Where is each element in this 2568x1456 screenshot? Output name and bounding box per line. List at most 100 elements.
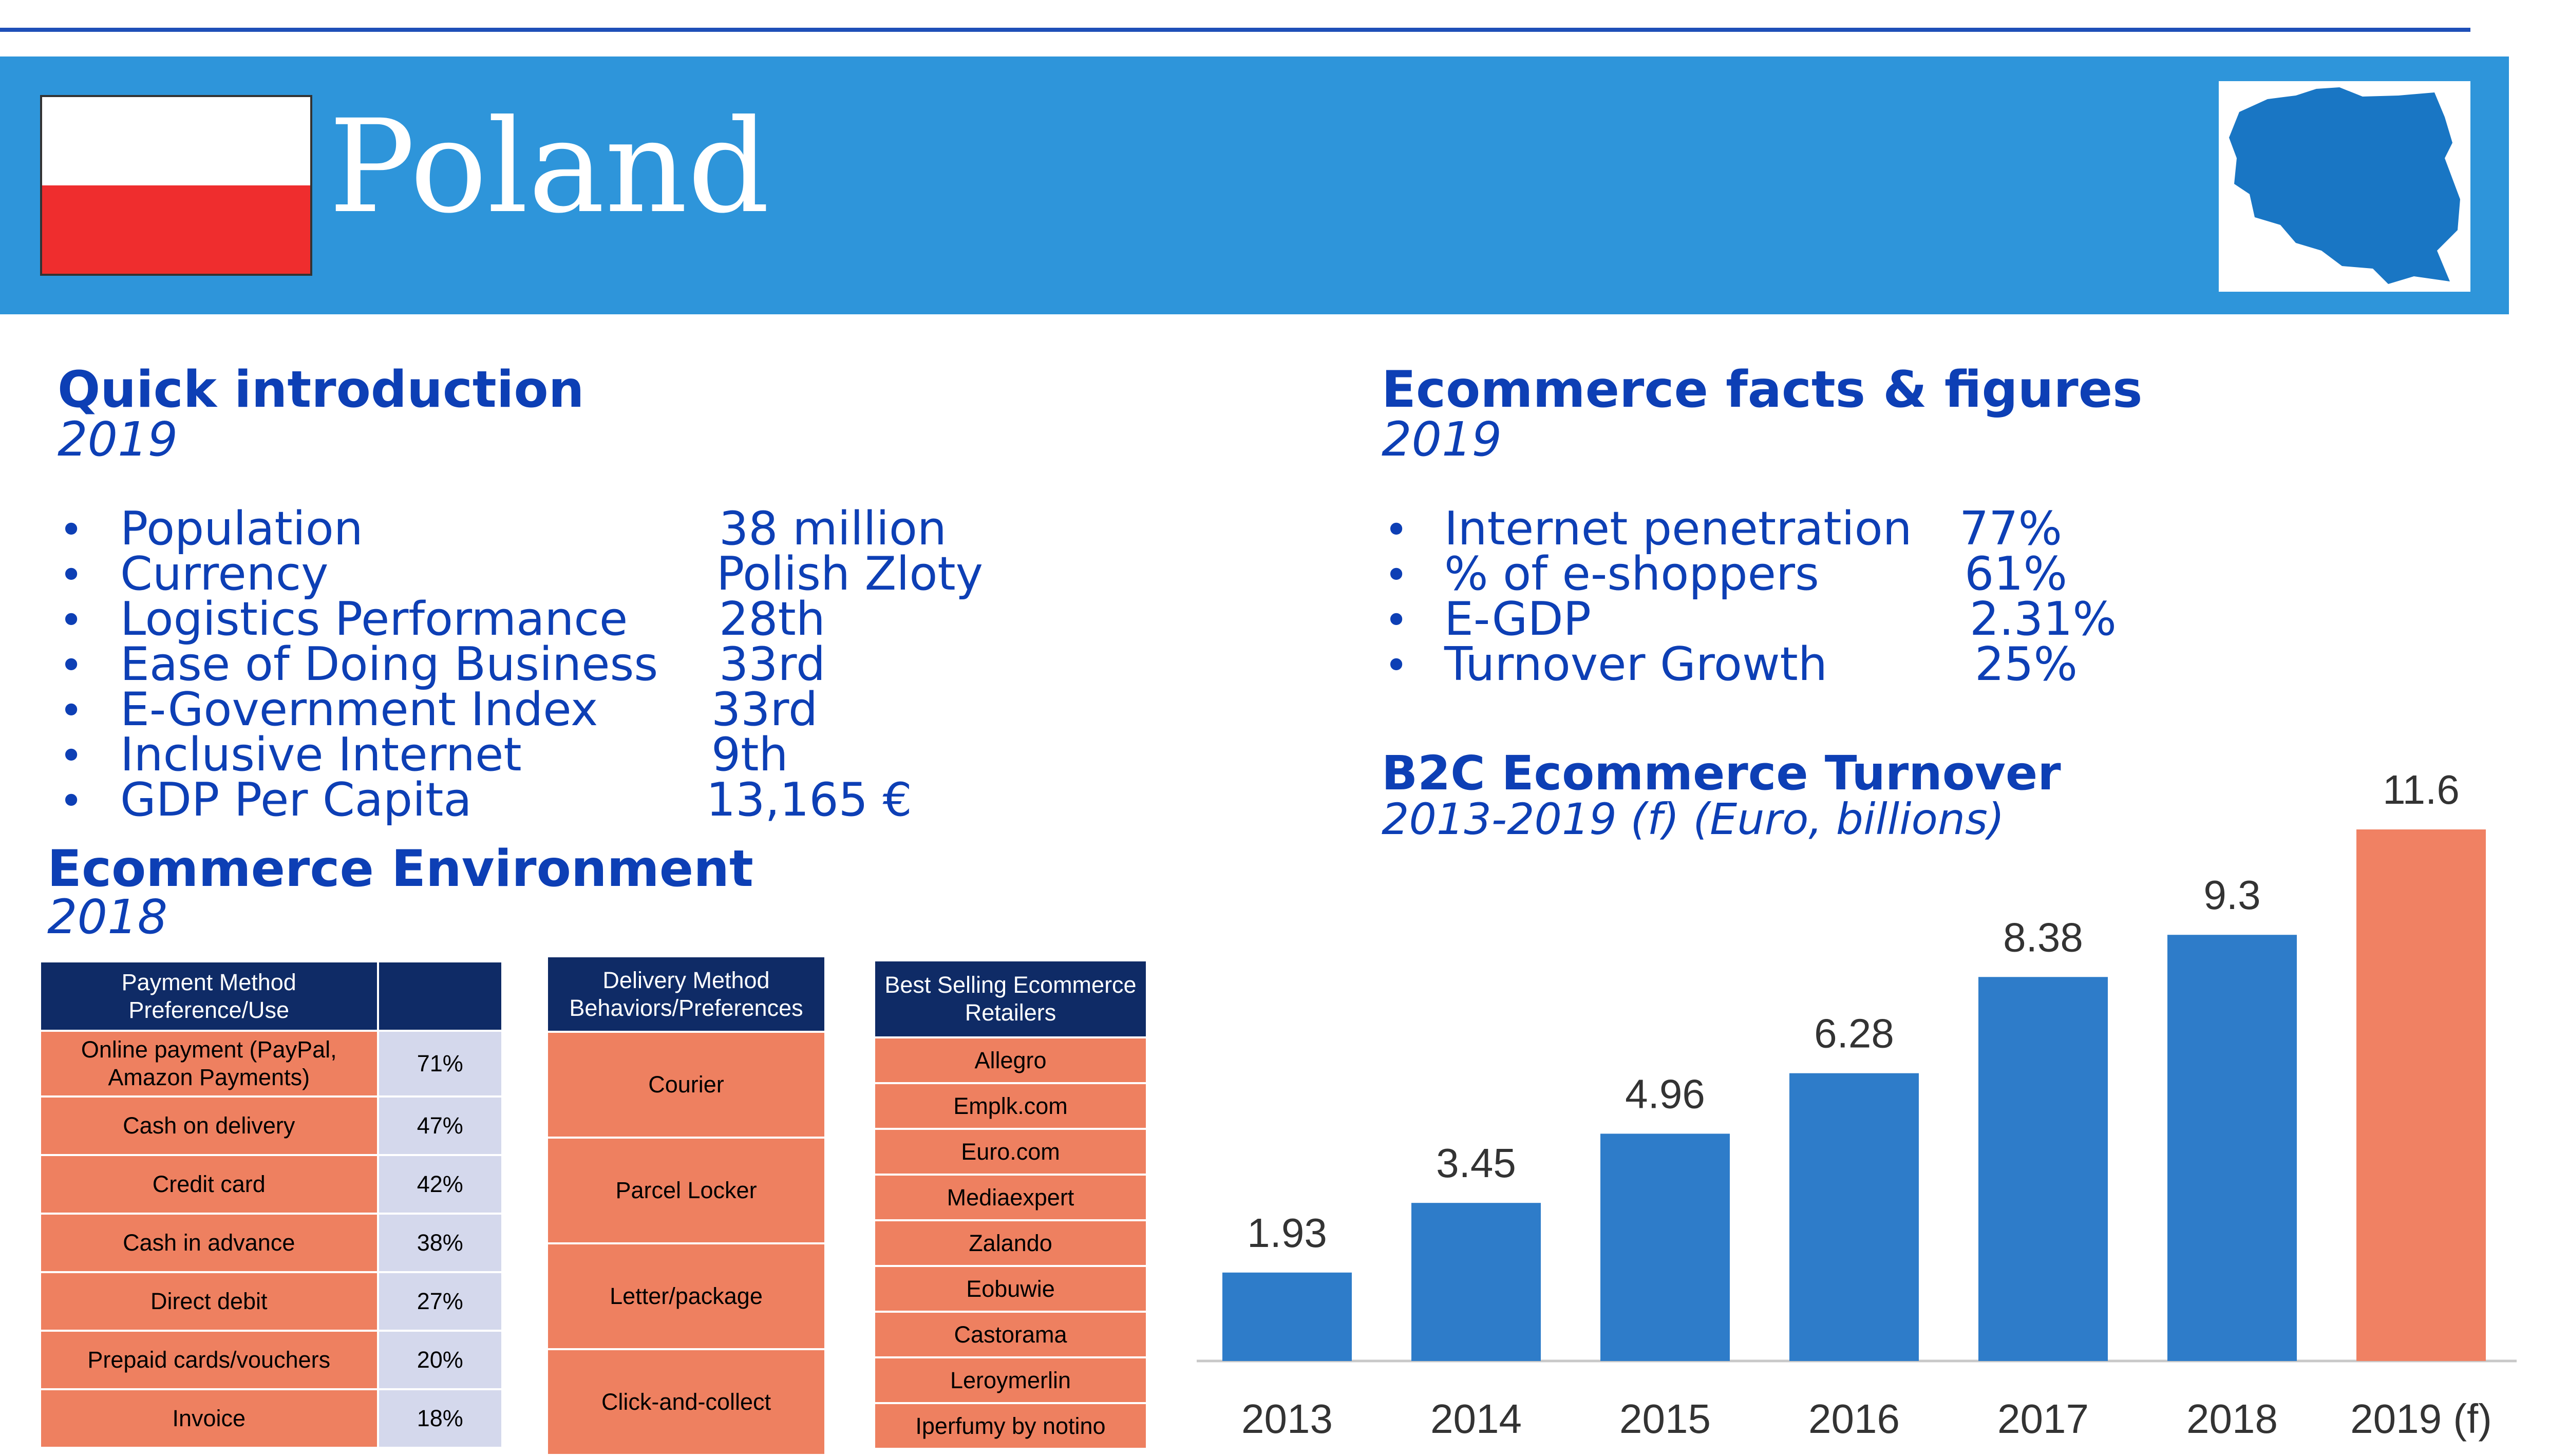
- bar-2018: [2167, 935, 2297, 1361]
- facts-item-value: 25%: [1975, 637, 2078, 691]
- payment-method-cell: Cash in advance: [39, 1213, 379, 1273]
- intro-item-value: Polish Zloty: [716, 547, 983, 601]
- payment-share-cell: 20%: [376, 1330, 504, 1390]
- environment-year: 2018: [47, 890, 168, 944]
- retailer-cell: Zalando: [873, 1219, 1148, 1267]
- payment-method-cell: Credit card: [39, 1154, 379, 1215]
- table-row: Click-and-collect: [546, 1348, 826, 1456]
- table-row: Cash on delivery 47%: [39, 1095, 504, 1156]
- bar-2015: [1600, 1133, 1730, 1361]
- bar-2019 (f): [2356, 829, 2486, 1361]
- x-tick-label: 2017: [1997, 1396, 2089, 1442]
- x-tick-label: 2014: [1430, 1396, 1522, 1442]
- table-row: Eobuwie: [873, 1265, 1148, 1313]
- x-tick-label: 2018: [2186, 1396, 2278, 1442]
- delivery-method-cell: Letter/package: [546, 1242, 826, 1350]
- bar-2014: [1411, 1203, 1541, 1361]
- delivery-method-cell: Courier: [546, 1031, 826, 1139]
- payment-share-cell: 71%: [376, 1030, 504, 1098]
- facts-item-label: % of e-shoppers: [1444, 547, 1819, 601]
- intro-item-label: E-Government Index: [120, 683, 598, 736]
- retailer-cell: Iperfumy by notino: [873, 1402, 1148, 1450]
- bar-value-label: 3.45: [1436, 1140, 1516, 1186]
- retailers-header: Best Selling Ecommerce Retailers: [873, 959, 1148, 1038]
- retailer-cell: Eobuwie: [873, 1265, 1148, 1313]
- intro-item-value: 33rd: [711, 683, 818, 736]
- facts-item-value: 61%: [1965, 547, 2068, 601]
- chart-title: B2C Ecommerce Turnover: [1382, 746, 2061, 801]
- table-row: Direct debit 27%: [39, 1271, 504, 1332]
- table-row: Invoice 18%: [39, 1388, 504, 1449]
- payment-method-cell: Cash on delivery: [39, 1095, 379, 1156]
- retailer-cell: Castorama: [873, 1311, 1148, 1358]
- table-row: Zalando: [873, 1219, 1148, 1267]
- retailer-cell: Euro.com: [873, 1128, 1148, 1176]
- intro-item-label: Logistics Performance: [120, 592, 628, 646]
- x-tick-label: 2016: [1808, 1396, 1900, 1442]
- x-tick-label: 2015: [1619, 1396, 1711, 1442]
- retailers-table: Best Selling Ecommerce Retailers Allegro…: [873, 959, 1148, 1450]
- delivery-method-cell: Parcel Locker: [546, 1137, 826, 1244]
- intro-item-value: 28th: [719, 592, 825, 646]
- payment-method-cell: Direct debit: [39, 1271, 379, 1332]
- bullet-icon: •: [59, 687, 84, 734]
- intro-item-label: Population: [120, 502, 363, 556]
- bar-value-label: 1.93: [1247, 1210, 1327, 1256]
- intro-item-label: Inclusive Internet: [120, 728, 522, 782]
- retailer-cell: Emplk.com: [873, 1082, 1148, 1130]
- bullet-icon: •: [59, 596, 84, 644]
- bullet-icon: •: [1384, 641, 1409, 689]
- bullet-icon: •: [59, 551, 84, 599]
- table-row: Allegro: [873, 1036, 1148, 1084]
- bullet-icon: •: [1384, 506, 1409, 554]
- header-banner: [0, 56, 2509, 314]
- poland-flag-icon: [40, 95, 312, 276]
- top-rule: [0, 28, 2470, 32]
- payment-value-header: [376, 960, 504, 1032]
- intro-item-value: 38 million: [719, 502, 947, 556]
- facts-item-label: Internet penetration: [1444, 502, 1912, 556]
- bullet-icon: •: [59, 732, 84, 780]
- payment-method-cell: Invoice: [39, 1388, 379, 1449]
- payment-share-cell: 27%: [376, 1271, 504, 1332]
- bar-2017: [1978, 977, 2108, 1361]
- turnover-chart: 1.93 2013 3.45 2014 4.96 2015 6.28 2016 8.38 2017…: [1197, 767, 2517, 1442]
- bar-value-label: 11.6: [2383, 767, 2460, 812]
- table-row: Parcel Locker: [546, 1137, 826, 1244]
- bullet-icon: •: [59, 506, 84, 554]
- payment-share-cell: 38%: [376, 1213, 504, 1273]
- table-row: Castorama: [873, 1311, 1148, 1358]
- facts-item-label: Turnover Growth: [1444, 637, 1827, 691]
- retailer-cell: Leroymerlin: [873, 1356, 1148, 1404]
- environment-title: Ecommerce Environment: [47, 840, 753, 898]
- payment-share-cell: 18%: [376, 1388, 504, 1449]
- delivery-header: Delivery Method Behaviors/Preferences: [546, 955, 826, 1033]
- delivery-method-cell: Click-and-collect: [546, 1348, 826, 1456]
- x-tick-label: 2013: [1241, 1396, 1333, 1442]
- facts-item-value: 2.31%: [1970, 592, 2117, 646]
- intro-item-label: GDP Per Capita: [120, 773, 472, 827]
- bullet-icon: •: [59, 641, 84, 689]
- table-row: Mediaexpert: [873, 1174, 1148, 1221]
- facts-year: 2019: [1382, 412, 1502, 467]
- x-tick-label: 2019 (f): [2350, 1396, 2492, 1442]
- bar-2013: [1222, 1272, 1352, 1361]
- intro-year: 2019: [58, 412, 178, 467]
- bar-value-label: 8.38: [2003, 914, 2083, 960]
- intro-item-value: 13,165 €: [706, 773, 912, 827]
- bar-value-label: 9.3: [2203, 872, 2260, 918]
- payment-table: Payment Method Preference/Use Online pay…: [39, 960, 504, 1449]
- facts-item-label: E-GDP: [1444, 592, 1591, 646]
- table-row: Leroymerlin: [873, 1356, 1148, 1404]
- table-row: Online payment (PayPal, Amazon Payments)…: [39, 1030, 504, 1098]
- retailer-cell: Mediaexpert: [873, 1174, 1148, 1221]
- payment-method-cell: Prepaid cards/vouchers: [39, 1330, 379, 1390]
- facts-title: Ecommerce facts & figures: [1382, 361, 2143, 419]
- table-row: Euro.com: [873, 1128, 1148, 1176]
- bullet-icon: •: [1384, 551, 1409, 599]
- table-row: Iperfumy by notino: [873, 1402, 1148, 1450]
- payment-share-cell: 47%: [376, 1095, 504, 1156]
- chart-subtitle: 2013-2019 (f) (Euro, billions): [1382, 794, 2005, 844]
- retailer-cell: Allegro: [873, 1036, 1148, 1084]
- bullet-icon: •: [59, 777, 84, 825]
